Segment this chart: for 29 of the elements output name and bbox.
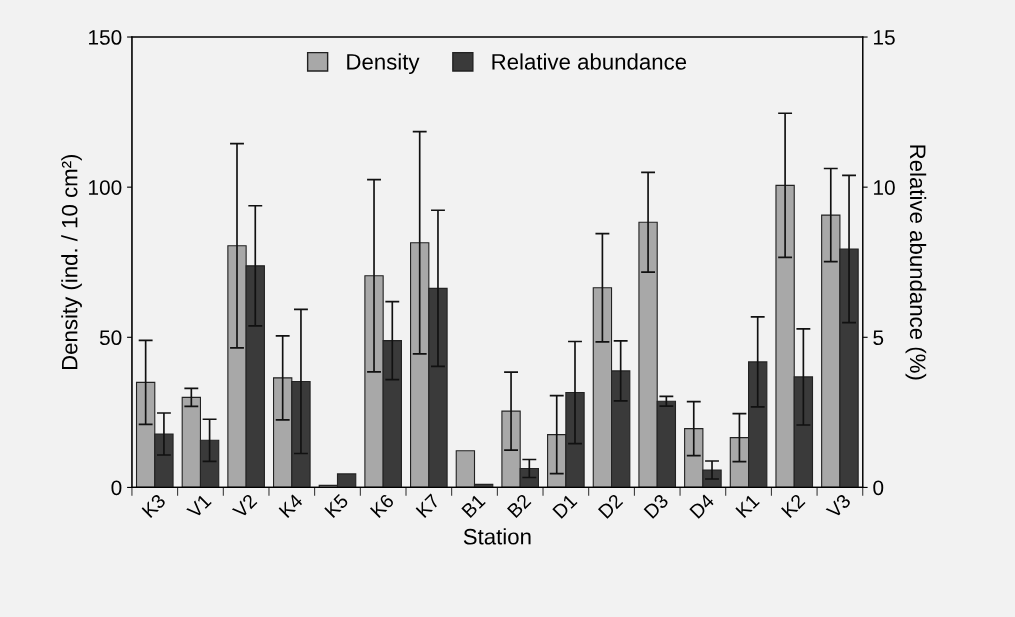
x-axis-title: Station: [463, 528, 531, 545]
y-axis-title: Density (ind. / 10 cm²): [61, 154, 82, 370]
y-tick-label: 0: [111, 480, 122, 496]
legend-label: Density: [347, 53, 420, 75]
x-tick-label: K4: [278, 493, 304, 518]
x-tick-label: K7: [415, 493, 441, 518]
y-tick-label: 150: [89, 30, 122, 45]
x-tick-label: K6: [369, 493, 395, 519]
x-tick-label: B2: [506, 493, 532, 518]
x-tick-label: K3: [141, 493, 167, 519]
y2-tick-label: 5: [873, 330, 884, 346]
y-tick-label: 50: [99, 330, 122, 346]
x-tick-label: D3: [643, 493, 670, 519]
x-tick-label: B1: [461, 493, 486, 518]
legend-label: Relative abundance: [492, 53, 687, 70]
x-tick-label: V2: [231, 493, 258, 520]
x-tick-label: K1: [735, 493, 760, 518]
y-tick-label: 100: [89, 180, 122, 195]
x-tick-label: V1: [186, 493, 212, 520]
x-tick-label: K2: [780, 493, 806, 518]
y2-tick-label: 15: [874, 30, 895, 45]
x-tick-label: K5: [324, 493, 350, 519]
y2-tick-label: 10: [874, 180, 895, 195]
x-tick-label: D1: [552, 493, 578, 519]
y2-axis-title: Relative abundance (%): [905, 145, 927, 380]
x-tick-label: D4: [689, 493, 715, 519]
x-tick-label: D2: [597, 493, 624, 519]
y2-tick-label: 0: [873, 480, 884, 496]
x-tick-label: V3: [825, 493, 852, 520]
